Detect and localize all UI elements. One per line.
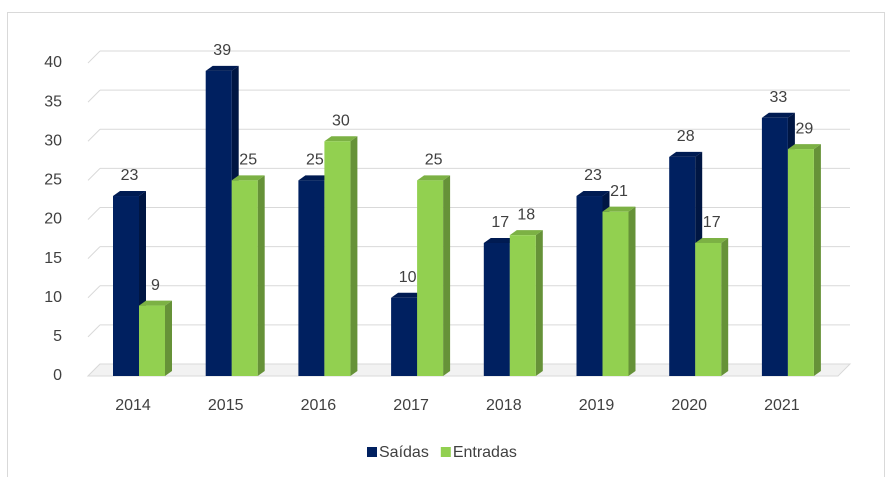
x-tick-label: 2020 xyxy=(671,397,707,414)
bar-top xyxy=(576,191,610,197)
x-tick-label: 2021 xyxy=(764,397,800,414)
x-tick-label: 2016 xyxy=(301,397,337,414)
data-label: 33 xyxy=(770,89,788,106)
bar-top xyxy=(509,230,543,236)
bar-side xyxy=(350,136,358,376)
data-label: 39 xyxy=(213,42,231,59)
x-tick-label: 2015 xyxy=(208,397,244,414)
bar-front xyxy=(483,242,510,376)
bar xyxy=(324,136,358,376)
bar-top xyxy=(113,191,146,197)
legend-swatch xyxy=(440,447,451,457)
data-label: 30 xyxy=(332,112,350,129)
bar xyxy=(417,175,451,376)
x-tick-label: 2017 xyxy=(393,397,429,414)
data-label: 10 xyxy=(399,269,417,286)
bar-front xyxy=(669,156,696,376)
bar xyxy=(231,175,265,376)
grid-line-side xyxy=(87,128,101,142)
bar-front xyxy=(695,242,722,376)
y-tick-label: 35 xyxy=(44,93,62,110)
bar-front xyxy=(231,180,258,376)
bar-side xyxy=(165,300,172,376)
y-tick-label: 25 xyxy=(44,172,62,189)
bar-side xyxy=(443,175,451,376)
x-tick-label: 2018 xyxy=(486,397,522,414)
legend-label: Entradas xyxy=(453,444,517,461)
grid-line-side xyxy=(87,168,101,181)
x-tick-label: 2019 xyxy=(579,397,615,414)
y-tick-label: 5 xyxy=(53,328,62,345)
bar-side xyxy=(535,230,543,376)
bar xyxy=(509,230,543,376)
bar-top xyxy=(298,175,332,181)
bar-top xyxy=(669,151,703,157)
data-label: 17 xyxy=(491,214,509,231)
bar-side xyxy=(813,144,821,376)
data-label: 18 xyxy=(517,206,535,223)
data-label: 21 xyxy=(610,183,628,200)
legend-swatch xyxy=(367,447,377,457)
bar-top xyxy=(139,300,172,306)
bar-top xyxy=(602,206,636,212)
bar-front xyxy=(298,180,325,376)
grid-line-side xyxy=(87,246,101,259)
bar-front xyxy=(417,180,444,376)
bar-top xyxy=(787,144,821,150)
y-tick-label: 10 xyxy=(44,289,62,306)
data-label: 17 xyxy=(703,214,721,231)
bar-top xyxy=(417,175,451,181)
bar-front xyxy=(602,211,629,376)
bar-top xyxy=(695,237,729,243)
bar-top xyxy=(324,136,358,142)
bar-front xyxy=(324,141,351,376)
bar-front xyxy=(113,196,139,376)
bar-top xyxy=(483,237,517,243)
data-label: 25 xyxy=(239,152,257,169)
grid-line-side xyxy=(87,89,101,103)
bar xyxy=(787,144,821,376)
bar-front xyxy=(391,297,418,376)
y-tick-label: 40 xyxy=(44,54,62,71)
legend-label: Saídas xyxy=(379,444,429,461)
bar-front xyxy=(576,196,603,376)
data-label: 9 xyxy=(151,277,160,294)
bar xyxy=(602,206,636,376)
bar-front xyxy=(761,117,788,377)
data-label: 28 xyxy=(677,128,695,145)
y-tick-label: 0 xyxy=(53,367,62,384)
bar-front xyxy=(139,305,165,376)
bar-front xyxy=(787,149,814,376)
grid-line-side xyxy=(87,285,101,299)
bar-side xyxy=(721,237,729,376)
grid-line-side xyxy=(87,207,101,220)
bar-top xyxy=(205,65,239,71)
bar-top xyxy=(391,292,425,298)
bar-top xyxy=(761,112,795,118)
bar xyxy=(695,237,729,376)
data-label: 29 xyxy=(796,120,814,137)
x-tick-label: 2014 xyxy=(115,397,151,414)
bar-front xyxy=(205,70,232,376)
bar-top xyxy=(231,175,265,181)
bar-side xyxy=(257,175,265,376)
y-tick-label: 15 xyxy=(44,250,62,267)
y-tick-label: 20 xyxy=(44,211,62,228)
bar-side xyxy=(628,206,636,376)
data-label: 23 xyxy=(121,167,139,184)
floor xyxy=(86,363,852,377)
y-tick-label: 30 xyxy=(44,132,62,149)
data-label: 23 xyxy=(584,167,602,184)
bar-front xyxy=(509,235,536,376)
grid-line-side xyxy=(87,50,101,64)
bar xyxy=(139,300,172,376)
data-label: 25 xyxy=(306,152,324,169)
data-label: 25 xyxy=(425,152,443,169)
grid-line-side xyxy=(87,324,101,338)
